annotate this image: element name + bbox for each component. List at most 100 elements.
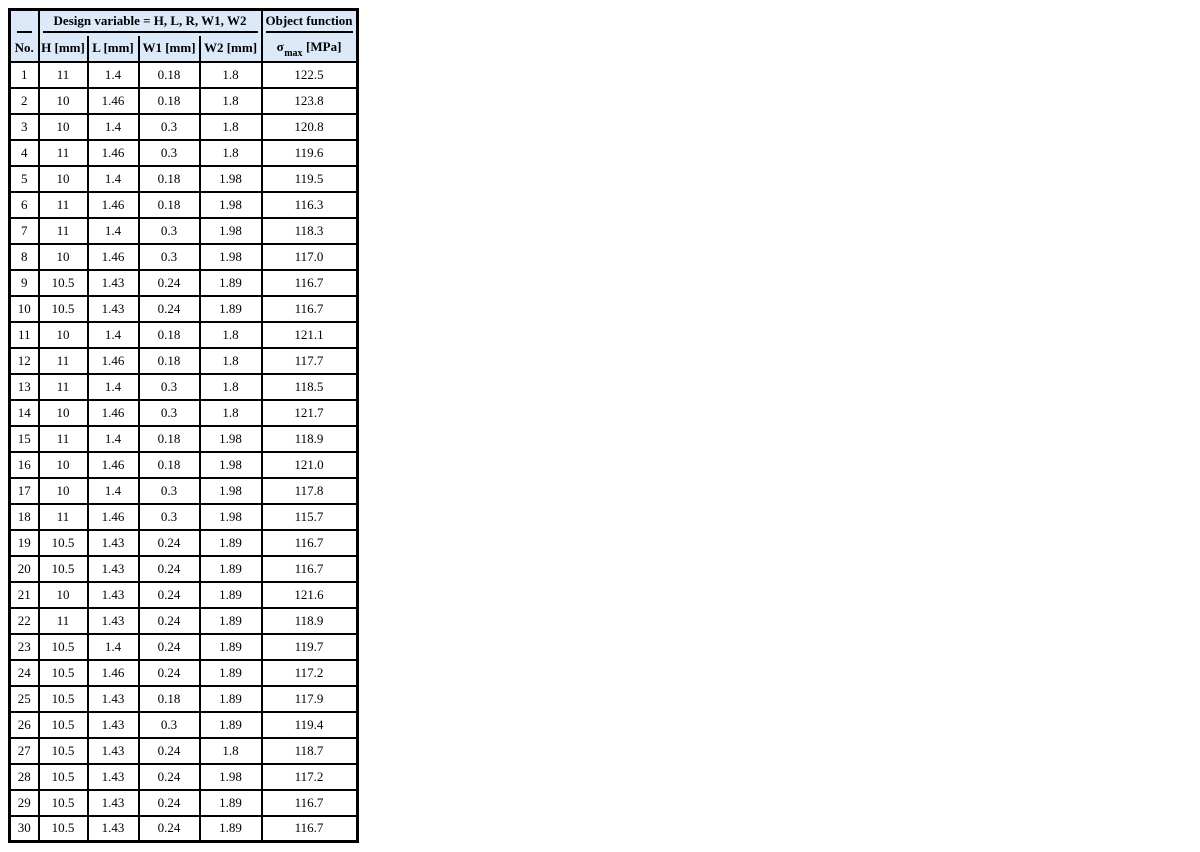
- cell-h: 11: [37, 216, 89, 245]
- cell-h: 10.5: [37, 710, 89, 739]
- cell-l: 1.4: [86, 112, 140, 141]
- cell-sigma-max: 122.5: [260, 60, 359, 89]
- cell-w2: 1.98: [198, 424, 263, 453]
- cell-w2: 1.89: [198, 710, 263, 739]
- header-sigma-max-mpa: σmax[MPa]: [260, 35, 359, 63]
- cell-sigma-max: 117.7: [260, 346, 359, 375]
- cell-w1: 0.18: [137, 450, 201, 479]
- cell-w2: 1.89: [198, 294, 263, 323]
- cell-l: 1.43: [86, 684, 140, 713]
- cell-sigma-max: 116.7: [260, 528, 359, 557]
- design-variable-table: Design variable = H, L, R, W1, W2 Object…: [8, 8, 359, 843]
- cell-h: 10.5: [37, 814, 89, 843]
- table-row: 27 10.5 1.43 0.24 1.8 118.7: [8, 736, 359, 765]
- cell-h: 10.5: [37, 684, 89, 713]
- cell-no: 22: [8, 606, 40, 635]
- table-row: 4 11 1.46 0.3 1.8 119.6: [8, 138, 359, 167]
- cell-l: 1.43: [86, 814, 140, 843]
- cell-w2: 1.89: [198, 268, 263, 297]
- cell-sigma-max: 121.7: [260, 398, 359, 427]
- cell-sigma-max: 116.7: [260, 554, 359, 583]
- cell-w1: 0.18: [137, 424, 201, 453]
- cell-h: 10: [37, 398, 89, 427]
- cell-w2: 1.89: [198, 814, 263, 843]
- object-function-label: Object function: [265, 12, 353, 33]
- table-row: 6 11 1.46 0.18 1.98 116.3: [8, 190, 359, 219]
- cell-h: 10: [37, 476, 89, 505]
- sigma-symbol: σ: [276, 38, 284, 54]
- cell-sigma-max: 117.8: [260, 476, 359, 505]
- table-row: 7 11 1.4 0.3 1.98 118.3: [8, 216, 359, 245]
- cell-l: 1.4: [86, 60, 140, 89]
- cell-h: 10.5: [37, 268, 89, 297]
- cell-l: 1.4: [86, 632, 140, 661]
- cell-h: 10: [37, 320, 89, 349]
- cell-sigma-max: 118.5: [260, 372, 359, 401]
- corner-rule: [16, 12, 32, 33]
- cell-w2: 1.98: [198, 242, 263, 271]
- cell-sigma-max: 116.7: [260, 294, 359, 323]
- cell-sigma-max: 123.8: [260, 86, 359, 115]
- cell-h: 10: [37, 450, 89, 479]
- cell-w1: 0.18: [137, 346, 201, 375]
- cell-sigma-max: 116.7: [260, 814, 359, 843]
- cell-w2: 1.98: [198, 476, 263, 505]
- cell-w1: 0.24: [137, 554, 201, 583]
- cell-no: 19: [8, 528, 40, 557]
- cell-w2: 1.89: [198, 632, 263, 661]
- cell-h: 11: [37, 372, 89, 401]
- cell-no: 20: [8, 554, 40, 583]
- cell-no: 3: [8, 112, 40, 141]
- header-group-row: Design variable = H, L, R, W1, W2 Object…: [8, 8, 359, 36]
- cell-w2: 1.98: [198, 216, 263, 245]
- cell-sigma-max: 121.0: [260, 450, 359, 479]
- cell-w2: 1.8: [198, 112, 263, 141]
- cell-w2: 1.89: [198, 658, 263, 687]
- table-row: 17 10 1.4 0.3 1.98 117.8: [8, 476, 359, 505]
- cell-h: 11: [37, 190, 89, 219]
- cell-no: 30: [8, 814, 40, 843]
- cell-w1: 0.18: [137, 190, 201, 219]
- cell-no: 7: [8, 216, 40, 245]
- cell-w1: 0.24: [137, 632, 201, 661]
- design-variable-label: Design variable = H, L, R, W1, W2: [42, 12, 258, 33]
- cell-l: 1.46: [86, 398, 140, 427]
- table-row: 2 10 1.46 0.18 1.8 123.8: [8, 86, 359, 115]
- table-row: 3 10 1.4 0.3 1.8 120.8: [8, 112, 359, 141]
- cell-h: 11: [37, 424, 89, 453]
- doe-table-container: Design variable = H, L, R, W1, W2 Object…: [8, 8, 359, 843]
- cell-no: 24: [8, 658, 40, 687]
- cell-h: 11: [37, 60, 89, 89]
- cell-w1: 0.3: [137, 138, 201, 167]
- cell-sigma-max: 119.7: [260, 632, 359, 661]
- cell-l: 1.4: [86, 216, 140, 245]
- cell-w1: 0.18: [137, 684, 201, 713]
- cell-h: 10.5: [37, 528, 89, 557]
- cell-w1: 0.18: [137, 320, 201, 349]
- cell-no: 29: [8, 788, 40, 817]
- cell-sigma-max: 115.7: [260, 502, 359, 531]
- table-row: 11 10 1.4 0.18 1.8 121.1: [8, 320, 359, 349]
- table-row: 23 10.5 1.4 0.24 1.89 119.7: [8, 632, 359, 661]
- header-no: No.: [8, 35, 40, 63]
- header-design-variable: Design variable = H, L, R, W1, W2: [37, 8, 263, 36]
- cell-w2: 1.89: [198, 580, 263, 609]
- cell-l: 1.43: [86, 268, 140, 297]
- cell-w2: 1.8: [198, 86, 263, 115]
- cell-w2: 1.89: [198, 554, 263, 583]
- cell-no: 25: [8, 684, 40, 713]
- table-row: 1 11 1.4 0.18 1.8 122.5: [8, 60, 359, 89]
- cell-w1: 0.3: [137, 476, 201, 505]
- cell-h: 10.5: [37, 762, 89, 791]
- table-row: 14 10 1.46 0.3 1.8 121.7: [8, 398, 359, 427]
- cell-w2: 1.98: [198, 502, 263, 531]
- cell-no: 9: [8, 268, 40, 297]
- cell-no: 15: [8, 424, 40, 453]
- cell-w2: 1.89: [198, 606, 263, 635]
- cell-h: 11: [37, 138, 89, 167]
- cell-h: 10: [37, 112, 89, 141]
- cell-no: 10: [8, 294, 40, 323]
- cell-l: 1.43: [86, 606, 140, 635]
- cell-w1: 0.3: [137, 398, 201, 427]
- cell-l: 1.43: [86, 294, 140, 323]
